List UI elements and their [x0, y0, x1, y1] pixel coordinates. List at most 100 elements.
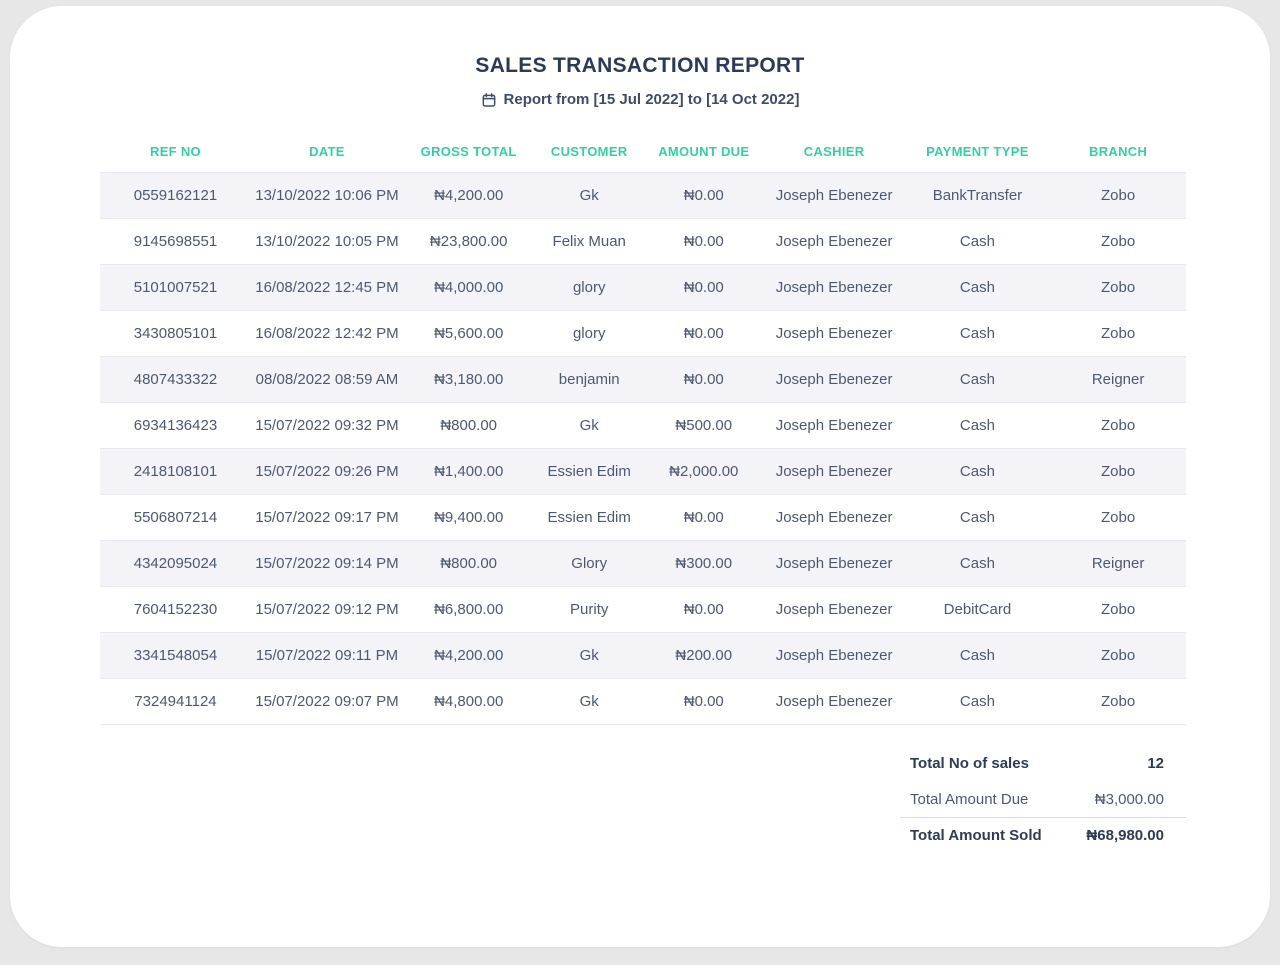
cell-amount-due: ₦0.00	[683, 325, 724, 342]
page-title: SALES TRANSACTION REPORT	[475, 54, 805, 77]
table-row: 7604152230 15/07/2022 09:12 PM ₦6,800.00 Pu…	[100, 586, 1186, 633]
summary-total-amount-due: Total Amount Due ₦3,000.00	[900, 781, 1186, 817]
table-row: 4342095024 15/07/2022 09:14 PM ₦800.00 Glor…	[100, 540, 1186, 587]
cell-gross-total: ₦5,600.00	[434, 325, 504, 342]
summary-label: Total Amount Due	[910, 790, 1029, 808]
cell-date: 15/07/2022 09:26 PM	[255, 463, 399, 480]
table-row: 5506807214 15/07/2022 09:17 PM ₦9,400.00 Es…	[100, 494, 1186, 541]
cell-ref-no[interactable]: 0559162121	[133, 187, 218, 204]
cell-customer: Glory	[571, 555, 608, 572]
cell-cashier: Joseph Ebenezer	[775, 509, 893, 526]
cell-cashier: Joseph Ebenezer	[775, 417, 893, 434]
cell-ref-no[interactable]: 9145698551	[133, 233, 218, 250]
cell-cashier: Joseph Ebenezer	[775, 233, 893, 250]
col-header-branch: BRANCH	[1089, 144, 1148, 159]
table-row: 3430805101 16/08/2022 12:42 PM ₦5,600.00 gl…	[100, 310, 1186, 357]
cell-amount-due: ₦300.00	[675, 555, 733, 572]
cell-payment-type: Cash	[959, 509, 995, 526]
calendar-icon	[481, 92, 497, 108]
cell-payment-type: Cash	[959, 417, 995, 434]
cell-date: 15/07/2022 09:14 PM	[255, 555, 399, 572]
transactions-table: REF NO DATE GROSS TOTAL CUSTOMER AMOUNT DUE C…	[100, 144, 1186, 725]
cell-branch: Zobo	[1100, 693, 1136, 710]
cell-branch: Reigner	[1091, 371, 1145, 388]
cell-customer: benjamin	[558, 371, 620, 388]
cell-branch: Reigner	[1091, 555, 1145, 572]
cell-ref-no[interactable]: 7604152230	[133, 601, 218, 618]
table-row: 3341548054 15/07/2022 09:11 PM ₦4,200.00 Gk…	[100, 632, 1186, 679]
cell-gross-total: ₦4,800.00	[434, 693, 504, 710]
cell-gross-total: ₦9,400.00	[434, 509, 504, 526]
cell-ref-no[interactable]: 7324941124	[134, 693, 217, 710]
report-card: SALES TRANSACTION REPORT Report from [15…	[10, 6, 1270, 947]
cell-cashier: Joseph Ebenezer	[775, 325, 893, 342]
cell-customer: Gk	[579, 693, 599, 710]
col-header-amount-due: AMOUNT DUE	[658, 144, 750, 159]
cell-gross-total: ₦3,180.00	[434, 371, 504, 388]
cell-ref-no[interactable]: 6934136423	[133, 417, 218, 434]
cell-amount-due: ₦0.00	[683, 233, 724, 250]
cell-ref-no[interactable]: 4807433322	[133, 371, 218, 388]
cell-ref-no[interactable]: 5101007521	[133, 279, 218, 296]
cell-amount-due: ₦0.00	[683, 601, 724, 618]
cell-date: 15/07/2022 09:32 PM	[255, 417, 399, 434]
cell-cashier: Joseph Ebenezer	[775, 279, 893, 296]
summary-value: ₦68,980.00	[1086, 827, 1164, 844]
summary-value: ₦3,000.00	[1094, 790, 1164, 808]
cell-date: 13/10/2022 10:06 PM	[255, 187, 399, 204]
table-header-row: REF NO DATE GROSS TOTAL CUSTOMER AMOUNT DUE C…	[100, 144, 1186, 173]
cell-amount-due: ₦2,000.00	[669, 463, 739, 480]
cell-amount-due: ₦0.00	[683, 187, 724, 204]
cell-cashier: Joseph Ebenezer	[775, 693, 893, 710]
summary-label: Total No of sales	[910, 754, 1029, 772]
cell-branch: Zobo	[1100, 417, 1136, 434]
cell-amount-due: ₦0.00	[683, 693, 724, 710]
cell-ref-no[interactable]: 5506807214	[133, 509, 218, 526]
cell-date: 16/08/2022 12:42 PM	[255, 325, 399, 342]
cell-customer: Essien Edim	[547, 509, 631, 526]
cell-cashier: Joseph Ebenezer	[775, 371, 893, 388]
table-row: 6934136423 15/07/2022 09:32 PM ₦800.00 Gk ₦5…	[100, 402, 1186, 449]
table-row: 5101007521 16/08/2022 12:45 PM ₦4,000.00 gl…	[100, 264, 1186, 311]
cell-ref-no[interactable]: 3430805101	[133, 325, 218, 342]
cell-payment-type: DebitCard	[943, 601, 1012, 618]
cell-cashier: Joseph Ebenezer	[775, 463, 893, 480]
cell-ref-no[interactable]: 4342095024	[133, 555, 218, 572]
table-row: 2418108101 15/07/2022 09:26 PM ₦1,400.00 Es…	[100, 448, 1186, 495]
cell-ref-no[interactable]: 2418108101	[133, 463, 218, 480]
cell-customer: Gk	[579, 187, 599, 204]
col-header-customer: CUSTOMER	[550, 144, 628, 159]
cell-date: 15/07/2022 09:11 PM	[255, 647, 399, 664]
cell-ref-no[interactable]: 3341548054	[133, 647, 218, 664]
report-date-range-label: Report from [15 Jul 2022] to [14 Oct 202…	[503, 91, 800, 108]
table-row: 0559162121 13/10/2022 10:06 PM ₦4,200.00 Gk…	[100, 172, 1186, 219]
cell-cashier: Joseph Ebenezer	[775, 555, 893, 572]
cell-gross-total: ₦6,800.00	[434, 601, 504, 618]
cell-customer: Purity	[570, 601, 609, 618]
col-header-date: DATE	[309, 144, 345, 159]
cell-customer: Gk	[579, 647, 599, 664]
table-row: 4807433322 08/08/2022 08:59 AM ₦3,180.00 be…	[100, 356, 1186, 403]
col-header-payment-type: PAYMENT TYPE	[926, 144, 1029, 159]
cell-customer: glory	[572, 279, 606, 296]
cell-gross-total: ₦23,800.00	[429, 233, 508, 250]
summary-value: 12	[1147, 754, 1164, 772]
cell-payment-type: Cash	[959, 463, 995, 480]
cell-payment-type: Cash	[959, 279, 995, 296]
cell-branch: Zobo	[1100, 601, 1136, 618]
cell-date: 16/08/2022 12:45 PM	[255, 279, 399, 296]
summary-section: Total No of sales 12 Total Amount Due ₦3…	[900, 745, 1186, 853]
cell-payment-type: Cash	[959, 555, 995, 572]
cell-date: 15/07/2022 09:07 PM	[255, 693, 399, 710]
cell-payment-type: Cash	[959, 233, 995, 250]
report-date-range: Report from [15 Jul 2022] to [14 Oct 202…	[10, 91, 1270, 108]
cell-cashier: Joseph Ebenezer	[775, 647, 893, 664]
cell-customer: glory	[572, 325, 606, 342]
col-header-gross-total: GROSS TOTAL	[420, 144, 517, 159]
cell-branch: Zobo	[1100, 279, 1136, 296]
cell-date: 15/07/2022 09:12 PM	[255, 601, 399, 618]
cell-amount-due: ₦0.00	[683, 371, 724, 388]
cell-cashier: Joseph Ebenezer	[775, 601, 893, 618]
cell-gross-total: ₦4,200.00	[434, 647, 504, 664]
cell-cashier: Joseph Ebenezer	[775, 187, 893, 204]
